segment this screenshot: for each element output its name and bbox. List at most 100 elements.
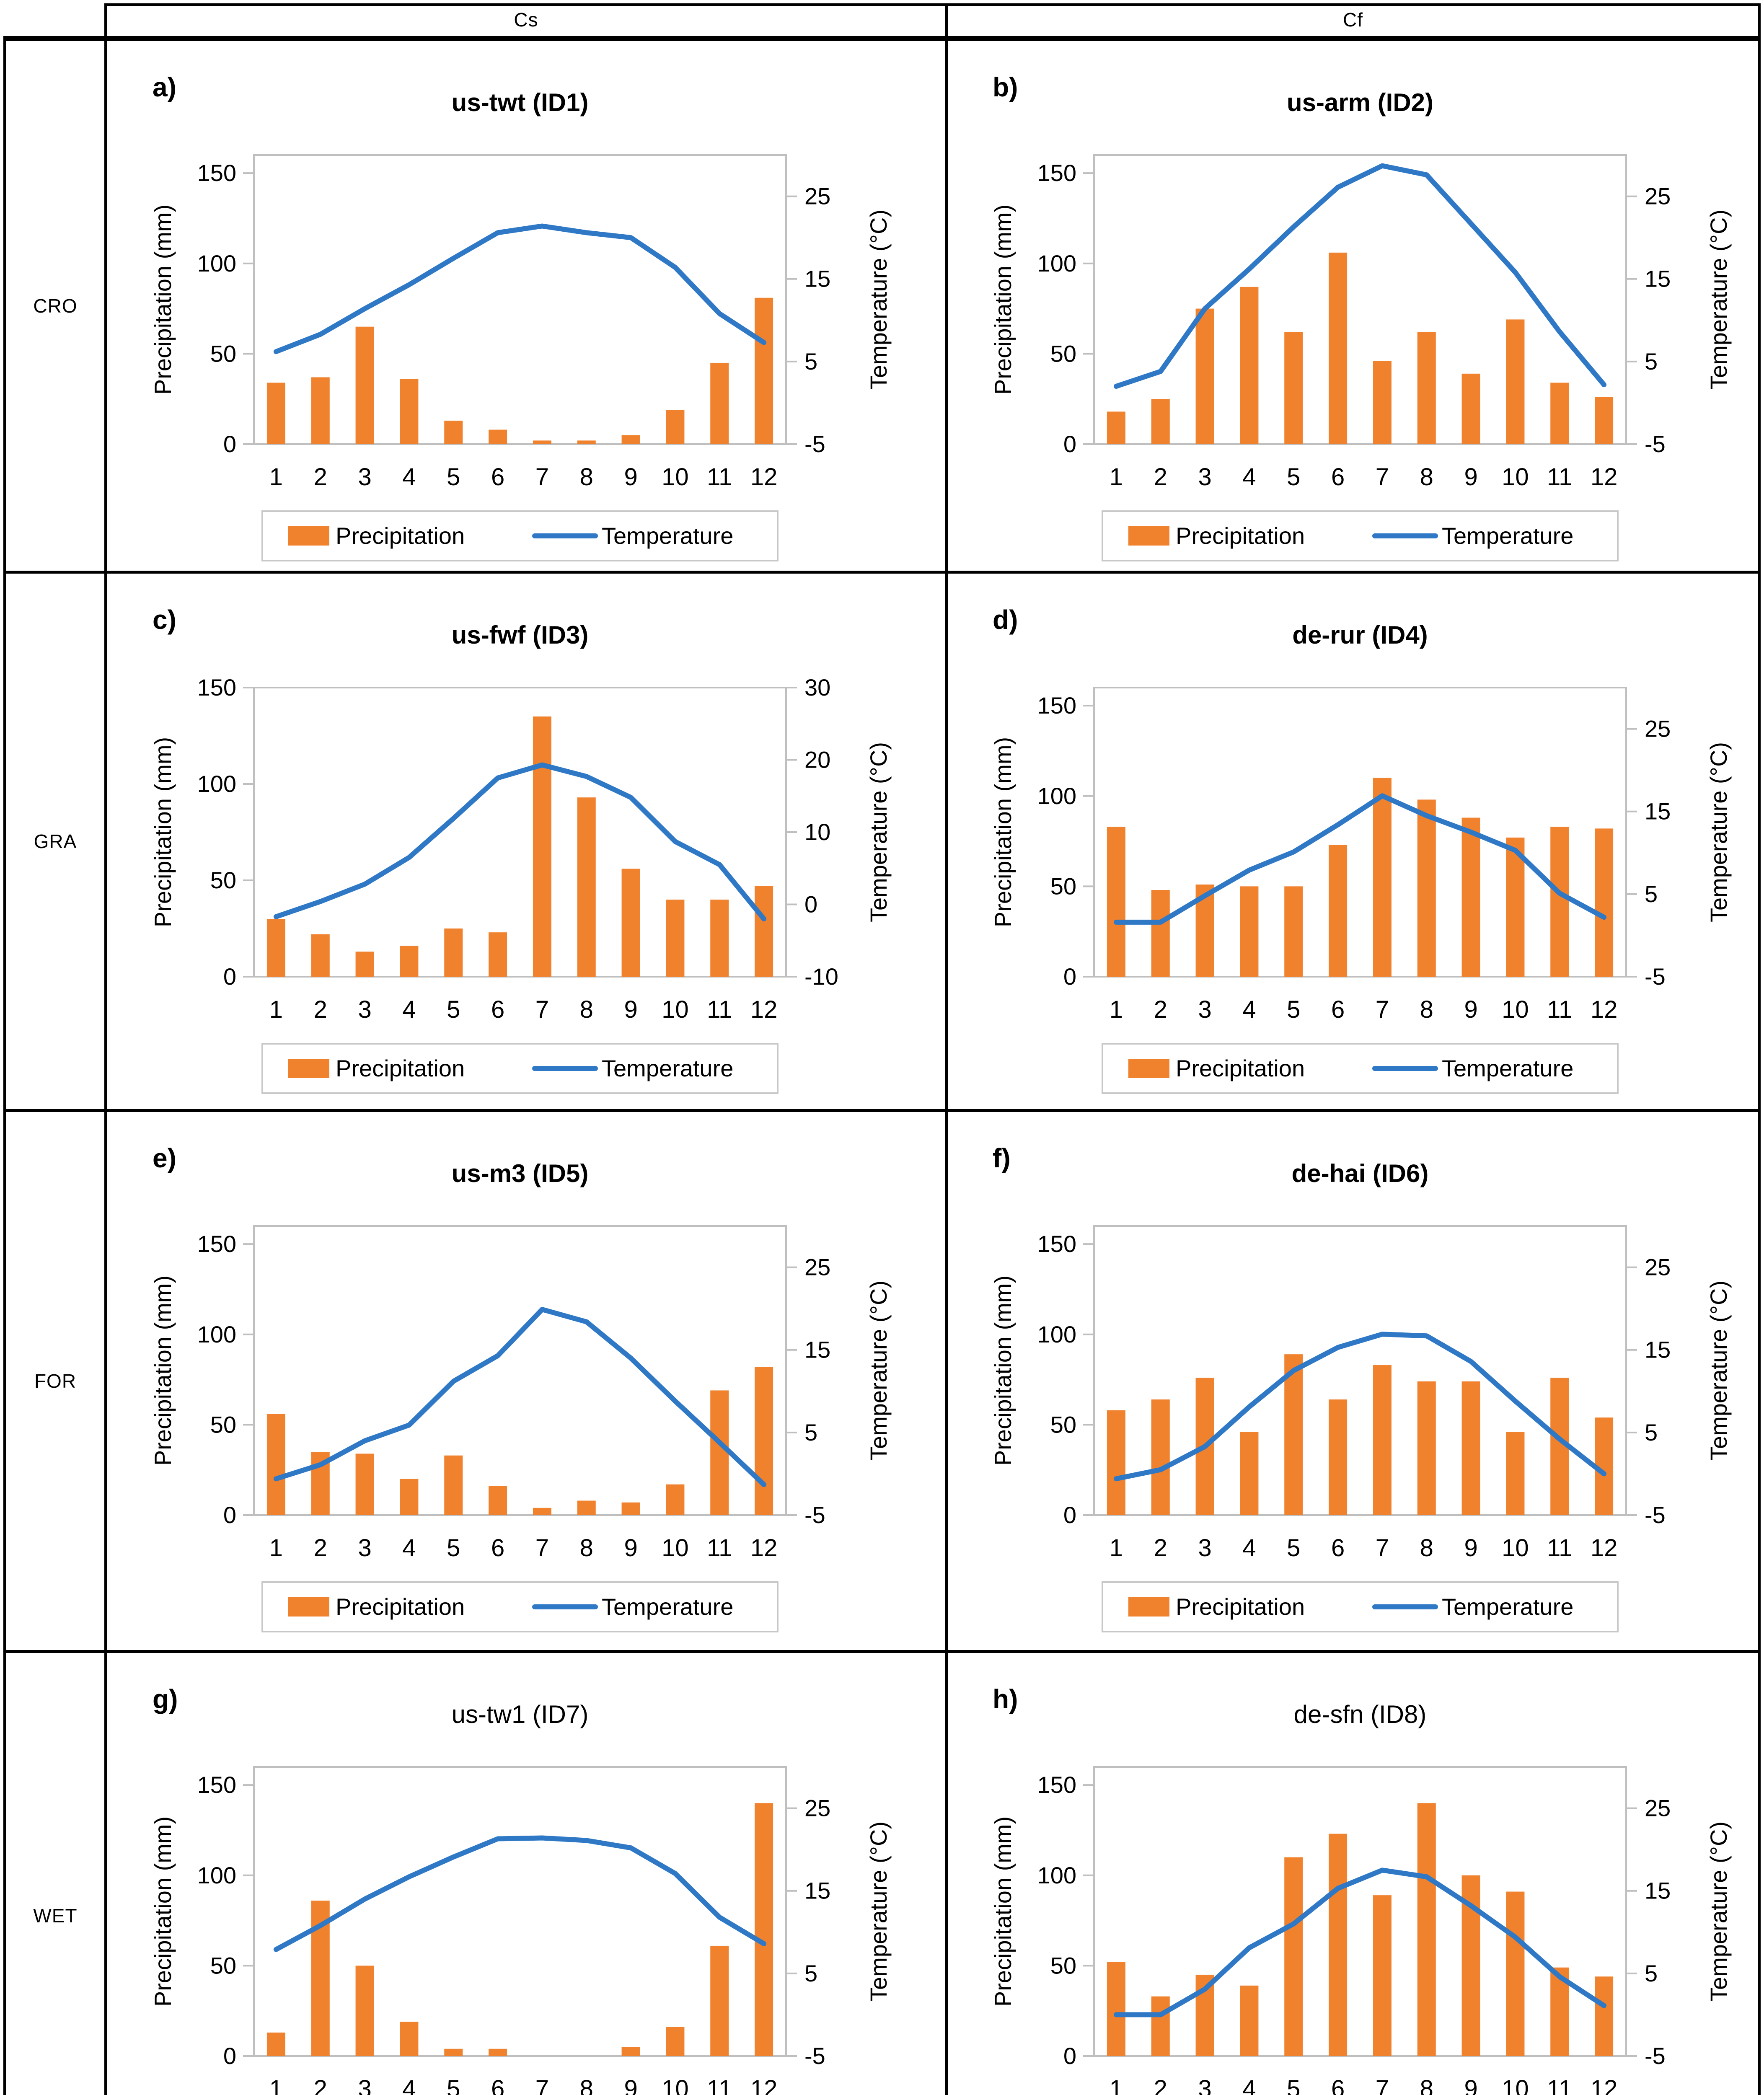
left-axis-title: Precipitation (mm) <box>990 737 1016 927</box>
month-label: 6 <box>491 996 504 1023</box>
month-label: 8 <box>580 1534 593 1562</box>
month-label: 9 <box>624 2075 637 2095</box>
month-label: 5 <box>1287 463 1300 491</box>
precip-bar-month-12 <box>1595 1976 1614 2056</box>
precip-bar-month-9 <box>1461 373 1480 444</box>
right-axis-title: Temperature (°C) <box>1705 1280 1732 1461</box>
month-label: 2 <box>314 463 327 491</box>
precip-bar-month-8 <box>577 797 596 977</box>
plot-area-border <box>1093 1766 1627 2057</box>
precip-bar-month-4 <box>400 2022 419 2056</box>
right-tick-label: 15 <box>804 266 830 292</box>
precip-bar-month-3 <box>355 1454 374 1515</box>
right-tick-label: 5 <box>1645 881 1658 907</box>
month-label: 11 <box>707 996 732 1023</box>
month-label: 11 <box>1547 463 1572 491</box>
precip-bar-month-8 <box>1417 799 1436 977</box>
precip-bar-month-11 <box>1550 827 1569 977</box>
month-label: 2 <box>314 2075 327 2095</box>
precip-bar-month-9 <box>621 435 640 444</box>
left-axis-title: Precipitation (mm) <box>150 737 176 927</box>
left-tick-label: 0 <box>1063 2043 1076 2069</box>
temperature-line <box>1113 163 1607 389</box>
grid-line-left <box>3 36 6 2095</box>
right-tick-label: -5 <box>1645 2043 1666 2069</box>
left-tick-label: 100 <box>197 1321 236 1348</box>
panel-letter: b) <box>993 72 1018 102</box>
precip-bar-month-8 <box>1417 1381 1436 1515</box>
precip-bar-month-2 <box>311 934 330 977</box>
legend-temp-label: Temperature <box>602 1055 733 1081</box>
month-label: 1 <box>1110 996 1123 1023</box>
column-header-cs: Cs <box>107 3 945 36</box>
month-label: 9 <box>624 1534 637 1562</box>
month-label: 1 <box>269 996 283 1023</box>
precip-bar-month-5 <box>1284 886 1303 977</box>
left-tick-label: 0 <box>223 1502 236 1528</box>
legend-precip-label: Precipitation <box>1176 522 1305 549</box>
precip-bar-month-9 <box>1461 1381 1480 1515</box>
month-label: 12 <box>750 463 778 491</box>
chart-panel-g: g) us-tw1 (ID7) 0 50 100 150 -5 5 15 25 Precipitat… <box>107 1654 943 2095</box>
right-tick-label: -5 <box>1645 963 1666 990</box>
chart-title: us-twt (ID1) <box>452 88 589 116</box>
chart-panel-h: h) de-sfn (ID8) 0 50 100 150 -5 5 15 25 Precipitat… <box>947 1654 1764 2095</box>
left-tick-label: 100 <box>1037 250 1076 277</box>
precip-bar-month-10 <box>666 2027 685 2056</box>
temperature-line <box>273 223 767 354</box>
left-tick-label: 50 <box>1050 340 1076 367</box>
month-label: 1 <box>269 463 283 491</box>
precip-bar-month-7 <box>533 1508 551 1515</box>
month-label: 3 <box>1198 2075 1211 2095</box>
chart-title: de-rur (ID4) <box>1292 621 1428 649</box>
column-header-cf-label: Cf <box>1343 9 1363 31</box>
right-tick-label: 5 <box>804 348 817 375</box>
right-tick-label: 15 <box>1645 1337 1671 1363</box>
month-label: 11 <box>1547 2075 1572 2095</box>
month-label: 3 <box>358 463 371 491</box>
month-label: 11 <box>707 463 732 491</box>
left-tick-label: 0 <box>1063 431 1076 457</box>
precip-bar-month-9 <box>1461 817 1480 977</box>
left-tick-label: 50 <box>210 340 236 367</box>
month-label: 2 <box>1154 1534 1167 1562</box>
right-tick-label: 15 <box>1645 1878 1671 1904</box>
precip-bar-month-6 <box>489 1486 507 1515</box>
legend-box <box>261 1581 779 1632</box>
month-label: 1 <box>269 2075 283 2095</box>
temperature-line <box>1113 1867 1607 2017</box>
grid-line-row3-bottom <box>3 1650 1761 1653</box>
plot-area-border <box>253 154 787 445</box>
grid-line-right <box>1758 3 1761 2095</box>
precip-bar-month-4 <box>400 946 419 977</box>
month-label: 7 <box>535 1534 549 1562</box>
precip-bar-month-11 <box>710 900 729 977</box>
precip-bar-month-7 <box>1373 361 1392 444</box>
right-tick-label: 5 <box>1645 348 1658 375</box>
chart-panel-f: f) de-hai (ID6) 0 50 100 150 -5 5 15 25 Precipitat… <box>947 1113 1764 1643</box>
left-tick-label: 50 <box>210 1411 236 1438</box>
month-label: 6 <box>491 463 504 491</box>
month-label: 1 <box>1110 2075 1123 2095</box>
month-label: 8 <box>1420 1534 1433 1562</box>
chart-title: de-hai (ID6) <box>1292 1159 1429 1187</box>
left-tick-label: 0 <box>223 2043 236 2069</box>
left-tick-label: 50 <box>1050 1952 1076 1979</box>
climate-chart: g)us-tw1 (ID7)050100150-551525Precipitat… <box>150 1684 892 2095</box>
precip-bar-month-8 <box>577 440 596 444</box>
precip-bar-month-12 <box>755 886 773 977</box>
climate-chart: h)de-sfn (ID8)050100150-551525Precipitat… <box>990 1684 1732 2095</box>
right-axis-title: Temperature (°C) <box>865 210 892 390</box>
month-label: 11 <box>707 2075 732 2095</box>
right-tick-label: 0 <box>804 891 817 918</box>
month-label: 12 <box>1591 1534 1618 1562</box>
left-tick-label: 100 <box>1037 1321 1076 1348</box>
precip-bar-month-11 <box>1550 383 1569 444</box>
climate-chart: a)us-twt (ID1)050100150-551525Precipitat… <box>150 72 892 561</box>
month-label: 9 <box>1464 2075 1477 2095</box>
left-axis-title: Precipitation (mm) <box>150 1275 176 1466</box>
legend-temp-label: Temperature <box>602 1593 733 1620</box>
panel-letter: c) <box>153 605 176 635</box>
month-label: 5 <box>447 463 460 491</box>
month-label: 9 <box>1464 463 1477 491</box>
